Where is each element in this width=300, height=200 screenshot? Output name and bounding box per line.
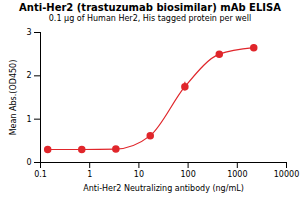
svg-text:2: 2 — [26, 71, 31, 80]
svg-text:Anti-Her2 Neutralizing antibod: Anti-Her2 Neutralizing antibody (ng/mL) — [83, 184, 244, 193]
svg-text:1000: 1000 — [227, 170, 247, 179]
svg-text:1: 1 — [87, 170, 92, 179]
html-text:Anti-Her2 (trastuzumab biosimi: Anti-Her2 (trastuzumab biosimilar) mAb E… — [19, 2, 281, 13]
svg-text:100: 100 — [180, 170, 195, 179]
svg-text:10000: 10000 — [274, 170, 299, 179]
svg-text:0: 0 — [26, 158, 31, 167]
html-text:0.1 μg of Human Her2, His tagg: 0.1 μg of Human Her2, His tagged protein… — [48, 14, 252, 23]
svg-text:1: 1 — [26, 115, 31, 124]
svg-text:3: 3 — [26, 28, 31, 37]
svg-text:Mean Abs.(OD450): Mean Abs.(OD450) — [9, 60, 18, 136]
svg-text:0.1: 0.1 — [34, 170, 47, 179]
svg-text:10: 10 — [134, 170, 144, 179]
